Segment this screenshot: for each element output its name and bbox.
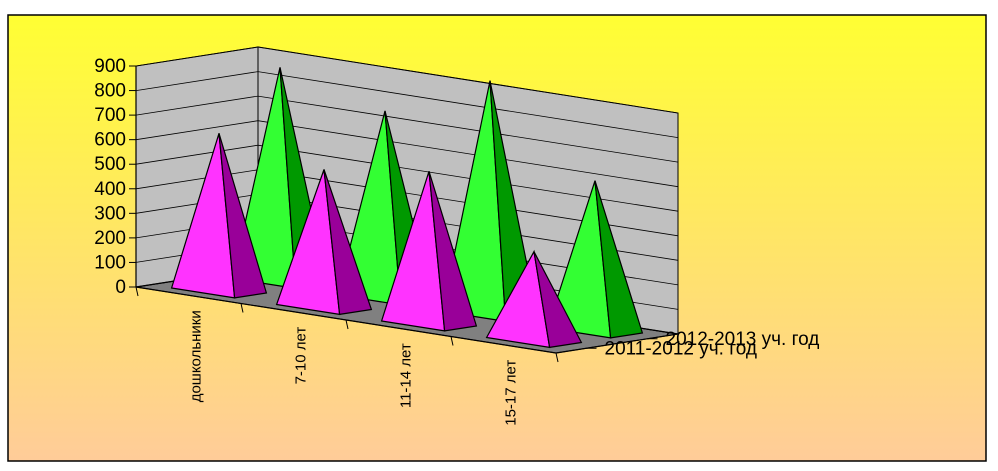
x-tick-mark [555,352,559,363]
y-tick-label: 0 [115,277,126,298]
gridline [135,46,679,114]
y-tick-label: 100 [94,252,126,273]
x-tick-mark [345,319,349,330]
pyramid-side-face [428,171,478,332]
category-label: 11-14 лет [398,343,415,408]
y-tick-label: 400 [94,179,126,200]
category-label: 7-10 лет [293,327,310,385]
gridline [135,144,679,212]
category-label: дошкольники [188,310,205,402]
y-tick-label: 800 [94,81,126,102]
pyramid-side-face [218,133,268,299]
y-tick-label: 500 [94,154,126,175]
x-tick-mark [450,336,454,346]
y-tick-label: 900 [94,56,126,77]
y-tick-label: 700 [94,105,126,126]
pyramid-side-face [594,180,644,339]
gridline [135,71,679,138]
category-label: 15-17 лет [503,360,520,426]
x-tick-mark [135,286,139,297]
y-tick-label: 300 [94,203,126,224]
y-tick-label: 600 [94,130,126,151]
series-label: 2011-2012 уч. год [605,338,757,359]
gridline [135,120,679,188]
series-label: 2012-2013 уч. год [666,329,820,350]
pyramid-side-face [323,169,373,316]
y-tick-label: 200 [94,228,126,249]
x-tick-mark [240,303,244,313]
gridline [135,95,679,163]
pyramid-side-face [533,251,583,349]
depth-axis-line [555,333,679,354]
